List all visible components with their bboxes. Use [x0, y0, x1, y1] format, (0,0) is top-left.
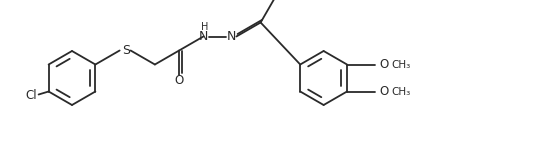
Text: N: N [198, 30, 208, 43]
Text: O: O [379, 58, 388, 71]
Text: O: O [379, 85, 388, 98]
Text: CH₃: CH₃ [391, 86, 410, 97]
Text: CH₃: CH₃ [391, 59, 410, 69]
Text: S: S [121, 44, 129, 57]
Text: Cl: Cl [26, 89, 37, 102]
Text: N: N [227, 30, 236, 43]
Text: O: O [174, 74, 184, 87]
Text: H: H [201, 22, 208, 33]
